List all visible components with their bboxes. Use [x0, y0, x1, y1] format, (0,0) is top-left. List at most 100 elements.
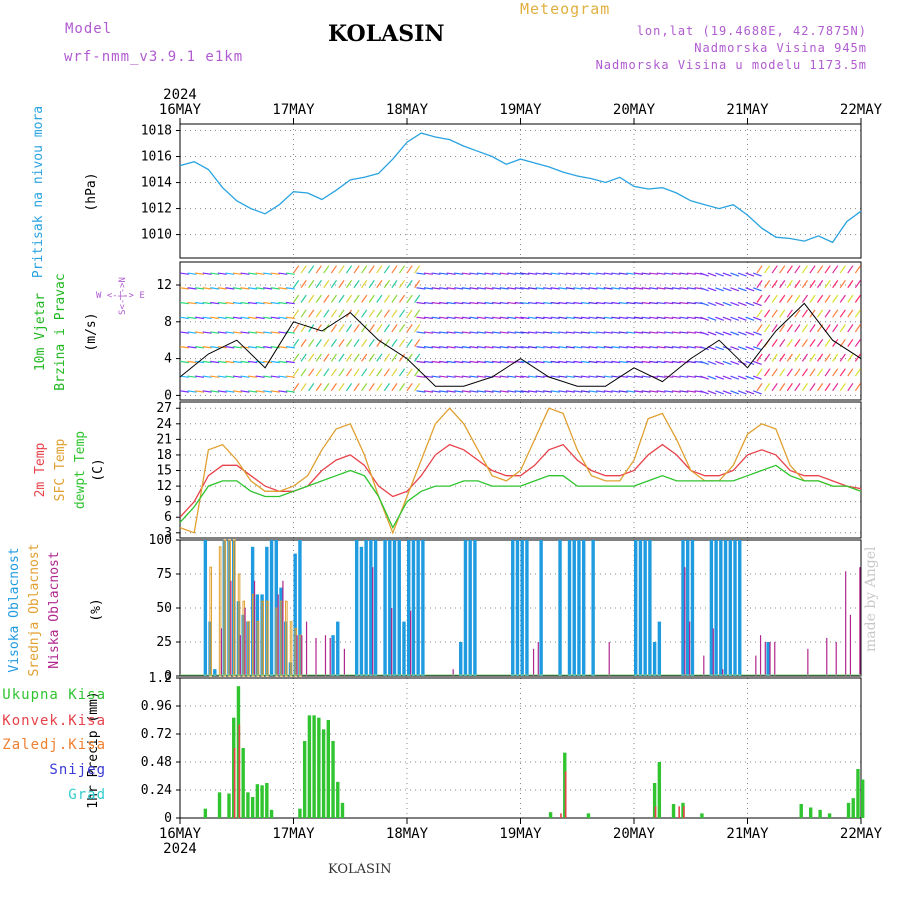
wind-barb	[656, 360, 666, 364]
cloud-bar-2	[859, 567, 861, 676]
cloud-bar-2	[532, 648, 535, 676]
wind-barb	[278, 316, 288, 320]
wind-barb	[439, 360, 449, 364]
wind-barb	[439, 331, 449, 334]
wind-barb	[179, 390, 189, 393]
wind-barb	[771, 280, 778, 289]
wind-barb	[232, 390, 242, 393]
wind-barb	[315, 294, 322, 303]
wind-barb	[618, 272, 628, 275]
wind-barb	[492, 316, 502, 320]
wind-barb	[722, 390, 732, 395]
wind-barb	[368, 383, 375, 392]
wind-barb	[423, 287, 433, 290]
wind-barb	[514, 331, 524, 334]
wind-barb	[626, 272, 636, 275]
wind-axis-title-1: 10m Vjetar	[33, 293, 48, 371]
wind-barb	[580, 346, 590, 349]
product-title: Meteogram	[520, 0, 611, 18]
wind-barb	[641, 287, 651, 290]
wind-barb	[492, 390, 502, 393]
wind-barb	[232, 272, 242, 275]
cloud-bar-1	[233, 539, 236, 677]
wind-barb	[679, 346, 689, 349]
wind-barb	[543, 287, 553, 290]
wind-barb	[715, 316, 725, 321]
bottom-date-label: 17MAY	[272, 826, 315, 842]
wind-barb	[293, 265, 300, 274]
wind-barb	[603, 287, 613, 290]
wind-barb	[596, 316, 606, 320]
wind-barb	[293, 368, 300, 377]
wind-barb	[255, 360, 265, 364]
precip-bar-0	[255, 784, 260, 818]
wind-barb	[839, 309, 846, 318]
y-tick-label: 0.72	[141, 727, 172, 742]
wind-barb	[550, 287, 560, 290]
cloud-bar-2	[239, 635, 241, 676]
wind-barb	[550, 331, 560, 334]
cloud-bar-0	[383, 540, 387, 676]
wind-barb	[558, 346, 568, 349]
precip-bar-0	[851, 798, 855, 818]
wind-barb	[461, 287, 471, 290]
model-value: wrf-nmm_v3.9.1 e1km	[64, 49, 244, 65]
wind-barb	[618, 390, 628, 393]
precip-legend-3: Snijeg	[49, 762, 106, 778]
wind-barb	[278, 331, 288, 334]
wind-barb	[398, 338, 406, 347]
wind-barb	[611, 360, 621, 364]
wind-barb	[439, 375, 449, 378]
wind-barb	[565, 287, 575, 290]
wind-barb	[270, 390, 280, 393]
precip-bar-0	[586, 813, 591, 818]
wind-barb	[700, 360, 709, 365]
wind-barb	[664, 346, 674, 349]
wind-barb	[361, 280, 368, 289]
wind-barb	[368, 294, 375, 303]
cloud-bar-2	[329, 637, 331, 676]
cloud-bar-0	[269, 540, 274, 676]
wind-barb	[202, 390, 212, 393]
top-date-label: 21MAY	[726, 102, 769, 118]
wind-barb	[293, 338, 300, 347]
wind-barb	[535, 375, 545, 378]
wind-barb	[368, 368, 375, 377]
wind-barb	[461, 375, 471, 378]
temp-unit-label: (C)	[91, 458, 106, 481]
wind-barb	[817, 353, 824, 362]
wind-barb	[353, 368, 360, 377]
wind-barb	[240, 375, 250, 378]
wind-barb	[345, 280, 353, 289]
wind-barb	[854, 324, 861, 333]
wind-barb	[756, 353, 763, 362]
wind-barb	[588, 375, 598, 378]
pressure-unit-label: (hPa)	[84, 172, 99, 211]
cloud-bar-0	[690, 540, 695, 676]
wind-barb	[300, 353, 307, 362]
cloud-bar-0	[373, 540, 378, 676]
cloud-bar-0	[539, 540, 543, 676]
wind-barb	[854, 338, 861, 347]
cloud-bar-2	[305, 621, 308, 676]
wind-barb	[330, 383, 337, 392]
wind-barb	[330, 353, 337, 362]
wind-barb	[730, 287, 740, 292]
wind-barb	[210, 360, 220, 364]
cloud-bar-0	[681, 540, 685, 676]
wind-barb	[383, 309, 390, 318]
precip-legend-1: Konvek.Kisa	[2, 713, 106, 729]
wind-barb	[565, 272, 575, 275]
wind-barb	[454, 346, 464, 349]
wind-barb	[565, 360, 575, 364]
wind-barb	[707, 301, 717, 307]
y-tick-label: 4	[164, 352, 172, 367]
cloud-bar-2	[689, 621, 691, 676]
wind-barb	[745, 301, 755, 307]
wind-barb	[771, 309, 778, 318]
wind-barb	[398, 368, 406, 377]
wind-barb	[679, 272, 689, 275]
precip-bar-1	[683, 806, 685, 818]
wind-barb	[700, 287, 709, 292]
precip-legend-0: Ukupna Kisa	[2, 687, 106, 703]
